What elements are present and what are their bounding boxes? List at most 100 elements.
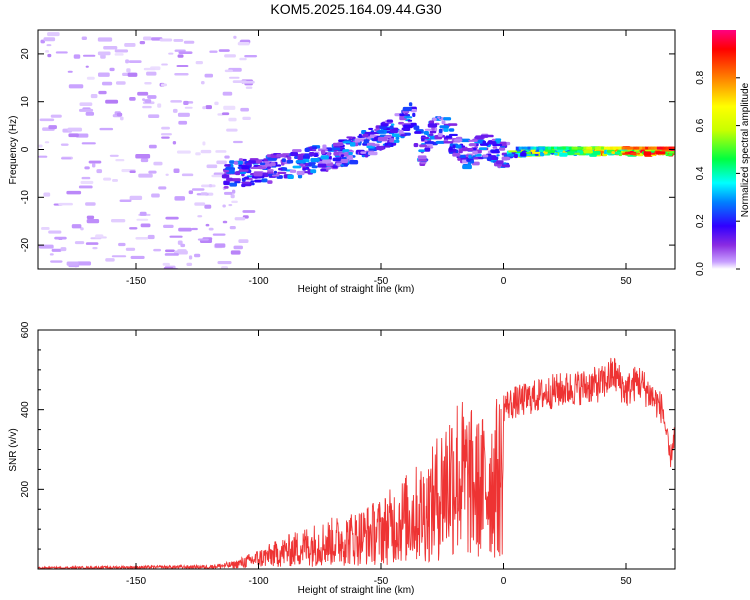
spectrogram-ridge-cell [525, 151, 532, 155]
spectrogram-band-cell [645, 146, 650, 150]
spectrogram-ridge-cell [553, 152, 558, 156]
spectrogram-noise-cell [78, 108, 94, 112]
spectrogram-noise-cell [222, 204, 226, 208]
spectrogram-ridge-cell [421, 138, 425, 142]
spectrogram-ridge-cell [342, 149, 350, 152]
spectrogram-ridge-cell [491, 156, 498, 161]
spectrogram-noise-cell [43, 192, 51, 197]
spectrogram-band-cell [648, 146, 653, 150]
spectrogram-ridge-cell [376, 145, 384, 151]
spectrogram-xlabel: Height of straight line (km) [298, 284, 415, 295]
spectrogram-ridge-cell [424, 147, 431, 152]
spectrogram-noise-cell [221, 112, 230, 116]
spectrogram-ridge-cell [348, 151, 353, 156]
spectrogram-noise-cell [43, 37, 56, 42]
spectrogram-band-cell [556, 146, 561, 150]
spectrogram-ridge-cell [432, 117, 437, 122]
spectrogram-ridge-cell [437, 116, 441, 119]
spectrogram-ridge-cell [320, 150, 326, 155]
spectrogram-band-cell [583, 146, 588, 150]
spectrogram-noise-cell [96, 169, 103, 174]
spectrogram-noise-cell [76, 261, 92, 266]
spectrogram-noise-cell [238, 239, 249, 244]
spectrogram-ridge-cell [539, 152, 545, 157]
spectrogram-ridge-cell [349, 159, 359, 165]
spectrogram-ridge-cell [368, 127, 374, 130]
spectrogram-band-cell [612, 146, 617, 150]
spectrogram-noise-cell [47, 53, 52, 58]
spectrogram-noise-cell [38, 144, 43, 148]
spectrogram-noise-cell [174, 196, 186, 201]
spectrogram-ridge-cell [250, 182, 255, 186]
spectrogram-noise-cell [95, 234, 104, 238]
spectrogram-noise-cell [80, 227, 84, 231]
spectrogram-noise-cell [81, 36, 87, 41]
spectrogram-ridge-cell [636, 152, 641, 155]
spectrogram-noise-cell [127, 72, 138, 77]
spectrogram-noise-cell [218, 49, 230, 52]
colorbar-axes: 0.0 0.2 0.4 0.6 0.8 [695, 70, 740, 276]
spectrogram-ridge-cell [272, 174, 280, 177]
spectrogram-noise-cell [197, 215, 203, 218]
spectrogram-ridge-cell [308, 162, 312, 167]
snr-xtick-label: -50 [374, 576, 389, 587]
spectrogram-noise-cell [224, 69, 233, 73]
spectrogram-noise-cell [85, 65, 89, 68]
spectrogram-noise-cell [148, 114, 160, 119]
spectrogram-ridge-cell [478, 147, 488, 150]
spectrogram-ridge-cell [429, 130, 437, 134]
spectrogram-ridge-cell [443, 117, 452, 121]
spectrogram-noise-cell [230, 250, 241, 255]
spectrogram-band-cell [633, 146, 638, 150]
spectrogram-ridge-cell [413, 143, 419, 148]
spectrogram-band-cell [545, 146, 550, 150]
spectrogram-ridge-cell [364, 154, 369, 158]
spectrogram-ridge-cell [457, 157, 461, 161]
spectrogram-ytick-label: -10 [20, 190, 31, 205]
spectrogram-ridge-cell [379, 125, 388, 130]
snr-xtick-label: -100 [248, 576, 268, 587]
spectrogram-noise-cell [92, 247, 98, 250]
spectrogram-noise-cell [105, 258, 115, 262]
spectrogram-ridge-cell [404, 116, 413, 119]
spectrogram-noise-cell [140, 158, 149, 163]
spectrogram-noise-cell [191, 227, 198, 231]
spectrogram-noise-cell [212, 233, 226, 236]
spectrogram-noise-cell [48, 230, 62, 234]
spectrogram-band-cell [565, 146, 570, 150]
spectrogram-noise-cell [157, 103, 162, 108]
spectrogram-ytick-label: 0 [20, 146, 31, 152]
spectrogram-ridge-cell [624, 151, 629, 155]
spectrogram-noise-cell [130, 255, 145, 260]
spectrogram-ridge-cell [362, 133, 369, 138]
spectrogram-ridge-cell [267, 169, 274, 172]
spectrogram-ridge-cell [390, 123, 395, 126]
spectrogram-noise-cell [147, 234, 155, 240]
spectrogram-band-cell [539, 146, 544, 150]
spectrogram-band-cell [524, 146, 529, 150]
spectrogram-ridge-cell [403, 124, 413, 129]
spectrogram-noise-cell [68, 84, 84, 89]
spectrogram-ridge-cell [590, 150, 601, 155]
spectrogram-noise-cell [101, 81, 113, 86]
spectrogram-noise-cell [51, 248, 62, 252]
spectrogram-noise-cell [84, 166, 90, 170]
spectrogram-noise-cell [194, 202, 206, 206]
spectrogram-ridge-cell [583, 149, 593, 154]
spectrogram-noise-cell [159, 38, 173, 42]
spectrogram-ridge-cell [226, 177, 233, 182]
spectrogram-noise-cell [88, 160, 102, 164]
spectrogram-ridge-cell [499, 147, 506, 151]
colorbar-tick-label: 0.8 [695, 70, 706, 84]
spectrogram-noise-cell [142, 98, 146, 102]
spectrogram-xtick-label: 50 [620, 276, 632, 287]
spectrogram-noise-cell [174, 49, 186, 52]
spectrogram-ridge-cell [413, 125, 420, 130]
spectrogram-noise-cell [177, 54, 184, 58]
spectrogram-band-cell [527, 146, 532, 150]
spectrogram-ridge-cell [366, 142, 376, 147]
spectrogram-noise-cell [82, 54, 96, 57]
spectrogram-ridge-cell [234, 181, 241, 184]
spectrogram-ridge-cell [295, 160, 306, 164]
